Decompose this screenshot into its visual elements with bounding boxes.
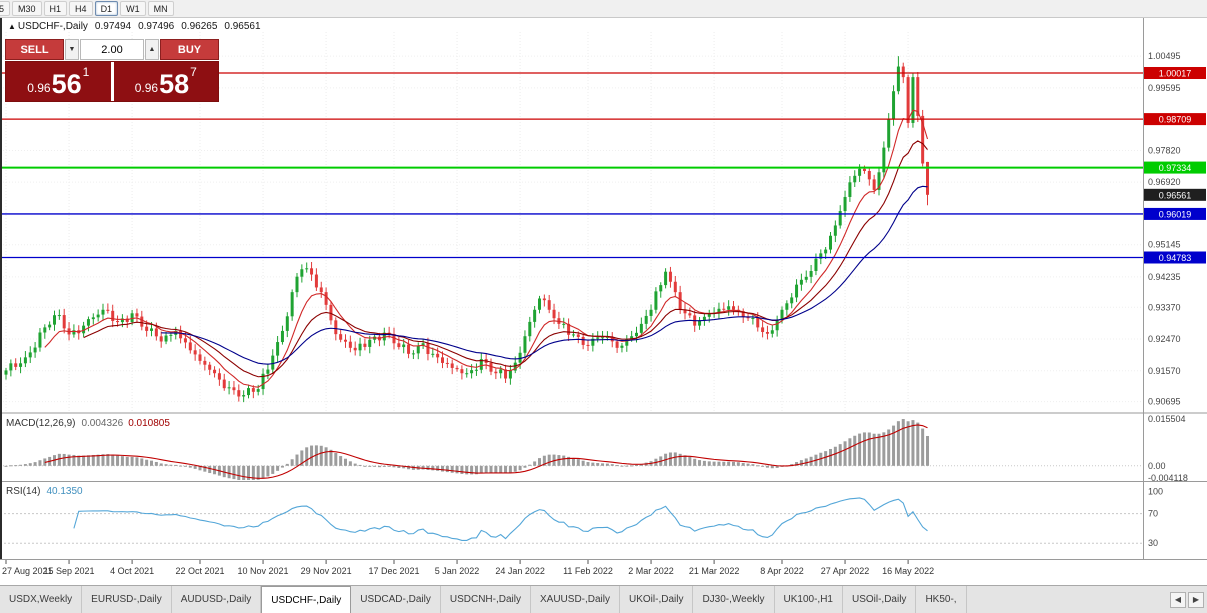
svg-text:29 Nov 2021: 29 Nov 2021 (301, 566, 352, 576)
tab-scroll-right-button[interactable]: ▶ (1188, 591, 1204, 608)
svg-text:-0.004118: -0.004118 (1148, 473, 1188, 483)
ohlc-close: 0.96561 (224, 21, 261, 32)
chart-tab-hk50[interactable]: HK50-, (916, 586, 967, 613)
svg-text:100: 100 (1148, 486, 1163, 496)
svg-text:0.95145: 0.95145 (1148, 240, 1181, 250)
ohlc-high: 0.97496 (138, 21, 175, 32)
ohlc-low: 0.96265 (181, 21, 218, 32)
caret-down-icon: ▼ (68, 46, 76, 53)
svg-text:0.92470: 0.92470 (1148, 334, 1181, 344)
svg-text:27 Aug 2021: 27 Aug 2021 (2, 566, 53, 576)
rsi-value: 40.1350 (46, 486, 83, 497)
sell-button[interactable]: SELL (5, 39, 64, 60)
macd-histogram (4, 419, 929, 480)
buy-button[interactable]: BUY (160, 39, 219, 60)
chart-tab-dj30weekly[interactable]: DJ30-,Weekly (693, 586, 775, 613)
macd-signal-value: 0.010805 (128, 418, 170, 429)
tab-scroll-buttons: ◀ ▶ (1167, 586, 1207, 613)
svg-text:0.90695: 0.90695 (1148, 397, 1181, 407)
timeframe-button-D1[interactable]: D1 (94, 1, 119, 16)
volume-down-button[interactable]: ▼ (65, 39, 79, 60)
chart-tab-usdxweekly[interactable]: USDX,Weekly (0, 586, 83, 613)
chart-tab-audusddaily[interactable]: AUDUSD-,Daily (172, 586, 262, 613)
tab-scroll-left-button[interactable]: ◀ (1170, 591, 1186, 608)
timeframe-button-H4[interactable]: H4 (69, 1, 93, 16)
svg-text:16 May 2022: 16 May 2022 (882, 566, 934, 576)
macd-indicator-label: MACD(12,26,9) 0.004326 0.010805 (6, 418, 170, 429)
chart-region: 1.00017 0.98709 0.97334 0.96019 0.94783 1.004… (0, 18, 1207, 585)
chart-tab-eurusddaily[interactable]: EURUSD-,Daily (82, 586, 172, 613)
svg-text:2 Mar 2022: 2 Mar 2022 (628, 566, 674, 576)
svg-text:4 Oct 2021: 4 Oct 2021 (110, 566, 154, 576)
rsi-name: RSI(14) (6, 486, 41, 497)
svg-text:70: 70 (1148, 509, 1158, 519)
volume-input[interactable] (80, 39, 144, 60)
chart-tab-ukoildaily[interactable]: UKOil-,Daily (620, 586, 694, 613)
svg-text:0.93370: 0.93370 (1148, 302, 1181, 312)
svg-text:17 Dec 2021: 17 Dec 2021 (368, 566, 419, 576)
buy-price-point: 7 (190, 65, 197, 79)
chart-tab-usdchfdaily[interactable]: USDCHF-,Daily (261, 586, 352, 613)
symbol-label: USDCHF-,Daily (17, 21, 88, 32)
one-click-trade-panel: SELL ▼ ▲ BUY 0.96 56 1 0.96 58 7 (5, 39, 219, 102)
collapse-icon[interactable]: ▲ (8, 22, 16, 31)
svg-text:21 Mar 2022: 21 Mar 2022 (689, 566, 740, 576)
svg-text:0.015504: 0.015504 (1148, 414, 1186, 424)
svg-text:24 Jan 2022: 24 Jan 2022 (495, 566, 545, 576)
sell-price-point: 1 (82, 65, 90, 79)
buy-price-display[interactable]: 0.96 58 7 (113, 62, 218, 101)
timeframe-button-MN[interactable]: MN (147, 1, 174, 16)
svg-text:22 Oct 2021: 22 Oct 2021 (175, 566, 224, 576)
svg-text:5 Jan 2022: 5 Jan 2022 (435, 566, 480, 576)
svg-text:0.97334: 0.97334 (1159, 163, 1192, 173)
chart-tab-bar: USDX,Weekly EURUSD-,Daily AUDUSD-,Daily USD… (0, 585, 1207, 613)
svg-text:0.98709: 0.98709 (1159, 115, 1192, 125)
chart-tab-xauusddaily[interactable]: XAUUSD-,Daily (531, 586, 620, 613)
svg-text:27 Apr 2022: 27 Apr 2022 (821, 566, 870, 576)
svg-text:0.97820: 0.97820 (1148, 145, 1181, 155)
chart-tab-usdcnhdaily[interactable]: USDCNH-,Daily (441, 586, 531, 613)
svg-text:0.94235: 0.94235 (1148, 272, 1181, 282)
macd-name: MACD(12,26,9) (6, 418, 76, 429)
sell-price-prefix: 0.96 (27, 81, 51, 95)
timeframe-button-H1[interactable]: H1 (43, 1, 68, 16)
sell-price-pips: 56 (51, 69, 82, 99)
svg-text:11 Feb 2022: 11 Feb 2022 (563, 566, 613, 576)
buy-price-prefix: 0.96 (134, 81, 159, 95)
rsi-indicator-label: RSI(14) 40.1350 (6, 486, 83, 497)
svg-text:0.94783: 0.94783 (1159, 253, 1192, 263)
volume-up-button[interactable]: ▲ (145, 39, 159, 60)
timeframe-button-M30[interactable]: M30 (12, 1, 42, 16)
svg-text:30: 30 (1148, 538, 1158, 548)
svg-text:15 Sep 2021: 15 Sep 2021 (44, 566, 95, 576)
svg-text:0.96019: 0.96019 (1159, 209, 1192, 219)
ohlc-open: 0.97494 (94, 21, 132, 32)
price-chart-canvas[interactable]: 1.00017 0.98709 0.97334 0.96019 0.94783 1.004… (0, 18, 1207, 585)
svg-text:0.00: 0.00 (1148, 461, 1166, 471)
svg-text:10 Nov 2021: 10 Nov 2021 (238, 566, 289, 576)
buy-price-pips: 58 (159, 69, 190, 99)
svg-text:0.99595: 0.99595 (1148, 83, 1181, 93)
chart-tab-usdcaddaily[interactable]: USDCAD-,Daily (351, 586, 441, 613)
caret-up-icon: ▲ (148, 46, 156, 53)
macd-value: 0.004326 (81, 418, 124, 429)
timeframe-button-5[interactable]: 5 (0, 1, 11, 16)
timeframe-button-W1[interactable]: W1 (120, 1, 146, 16)
chart-tab-uk100h1[interactable]: UK100-,H1 (775, 586, 843, 613)
svg-text:0.91570: 0.91570 (1148, 366, 1181, 376)
price-divider (110, 62, 114, 101)
svg-text:0.96920: 0.96920 (1148, 177, 1181, 187)
svg-text:1.00017: 1.00017 (1159, 68, 1192, 78)
chart-title-bar: ▲ USDCHF-,Daily 0.97494 0.97496 0.96265 0.965… (8, 21, 268, 32)
timeframe-toolbar: 5 M30 H1 H4 D1 W1 MN (0, 0, 1207, 18)
sell-price-display[interactable]: 0.96 56 1 (6, 62, 111, 101)
chart-tab-usoildaily[interactable]: USOil-,Daily (843, 586, 917, 613)
chart-tabs: USDX,Weekly EURUSD-,Daily AUDUSD-,Daily USD… (0, 586, 1167, 613)
svg-text:0.96561: 0.96561 (1159, 190, 1192, 200)
svg-text:8 Apr 2022: 8 Apr 2022 (760, 566, 804, 576)
svg-text:1.00495: 1.00495 (1148, 51, 1181, 61)
